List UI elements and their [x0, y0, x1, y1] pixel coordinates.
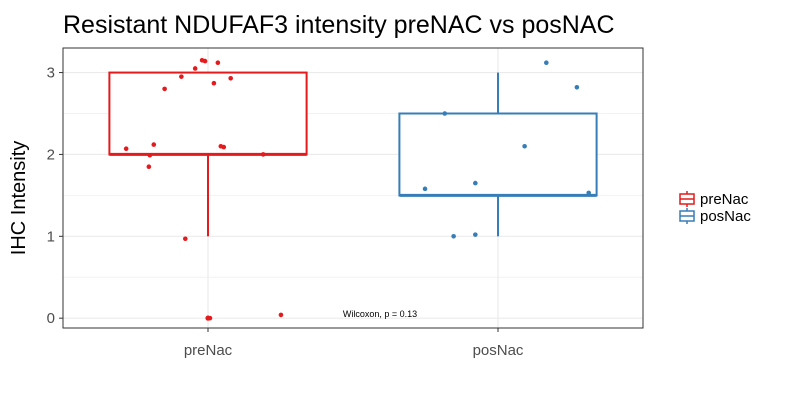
box-group-preNac [108, 57, 308, 321]
data-point [473, 180, 478, 186]
data-point [544, 60, 549, 66]
data-point [422, 186, 428, 192]
data-point [123, 146, 129, 152]
y-axis-label: IHC Intensity [8, 141, 30, 255]
legend-label: posNac [700, 208, 751, 225]
x-tick-label: posNac [473, 342, 524, 359]
data-point [183, 236, 188, 242]
box [398, 112, 598, 197]
data-point [278, 312, 284, 318]
legend-item-preNac: preNac [679, 191, 749, 208]
data-point [451, 234, 456, 239]
data-point [473, 232, 478, 237]
data-point [151, 142, 157, 147]
data-point [221, 144, 227, 150]
legend-item-posNac: posNac [679, 208, 751, 225]
data-point [202, 58, 208, 64]
data-point [211, 80, 217, 86]
data-point [179, 74, 184, 79]
data-point [215, 60, 221, 66]
data-point [207, 315, 213, 321]
y-tick-label: 0 [47, 310, 55, 327]
data-point [260, 152, 266, 157]
data-point [228, 75, 233, 81]
box [108, 71, 308, 156]
y-tick-label: 3 [47, 65, 55, 82]
y-axis-ticks: 0 1 2 3 [47, 65, 63, 327]
data-point [522, 143, 527, 149]
box-group-posNac [398, 60, 598, 239]
data-point [442, 111, 448, 116]
x-axis-ticks: preNac posNac [184, 328, 524, 359]
data-point [162, 86, 167, 92]
x-tick-label: preNac [184, 342, 233, 359]
y-tick-label: 2 [47, 146, 55, 163]
data-point [586, 190, 592, 196]
panel-border [62, 47, 644, 329]
plot-marks [108, 57, 598, 321]
data-point [192, 66, 198, 71]
legend-label: preNac [700, 191, 749, 208]
chart-title: Resistant NDUFAF3 intensity preNAC vs po… [63, 11, 615, 39]
data-point [147, 152, 153, 158]
data-point [574, 84, 580, 90]
stat-annotation: Wilcoxon, p = 0.13 [343, 309, 417, 319]
y-tick-label: 1 [47, 228, 55, 245]
data-point [146, 164, 152, 170]
